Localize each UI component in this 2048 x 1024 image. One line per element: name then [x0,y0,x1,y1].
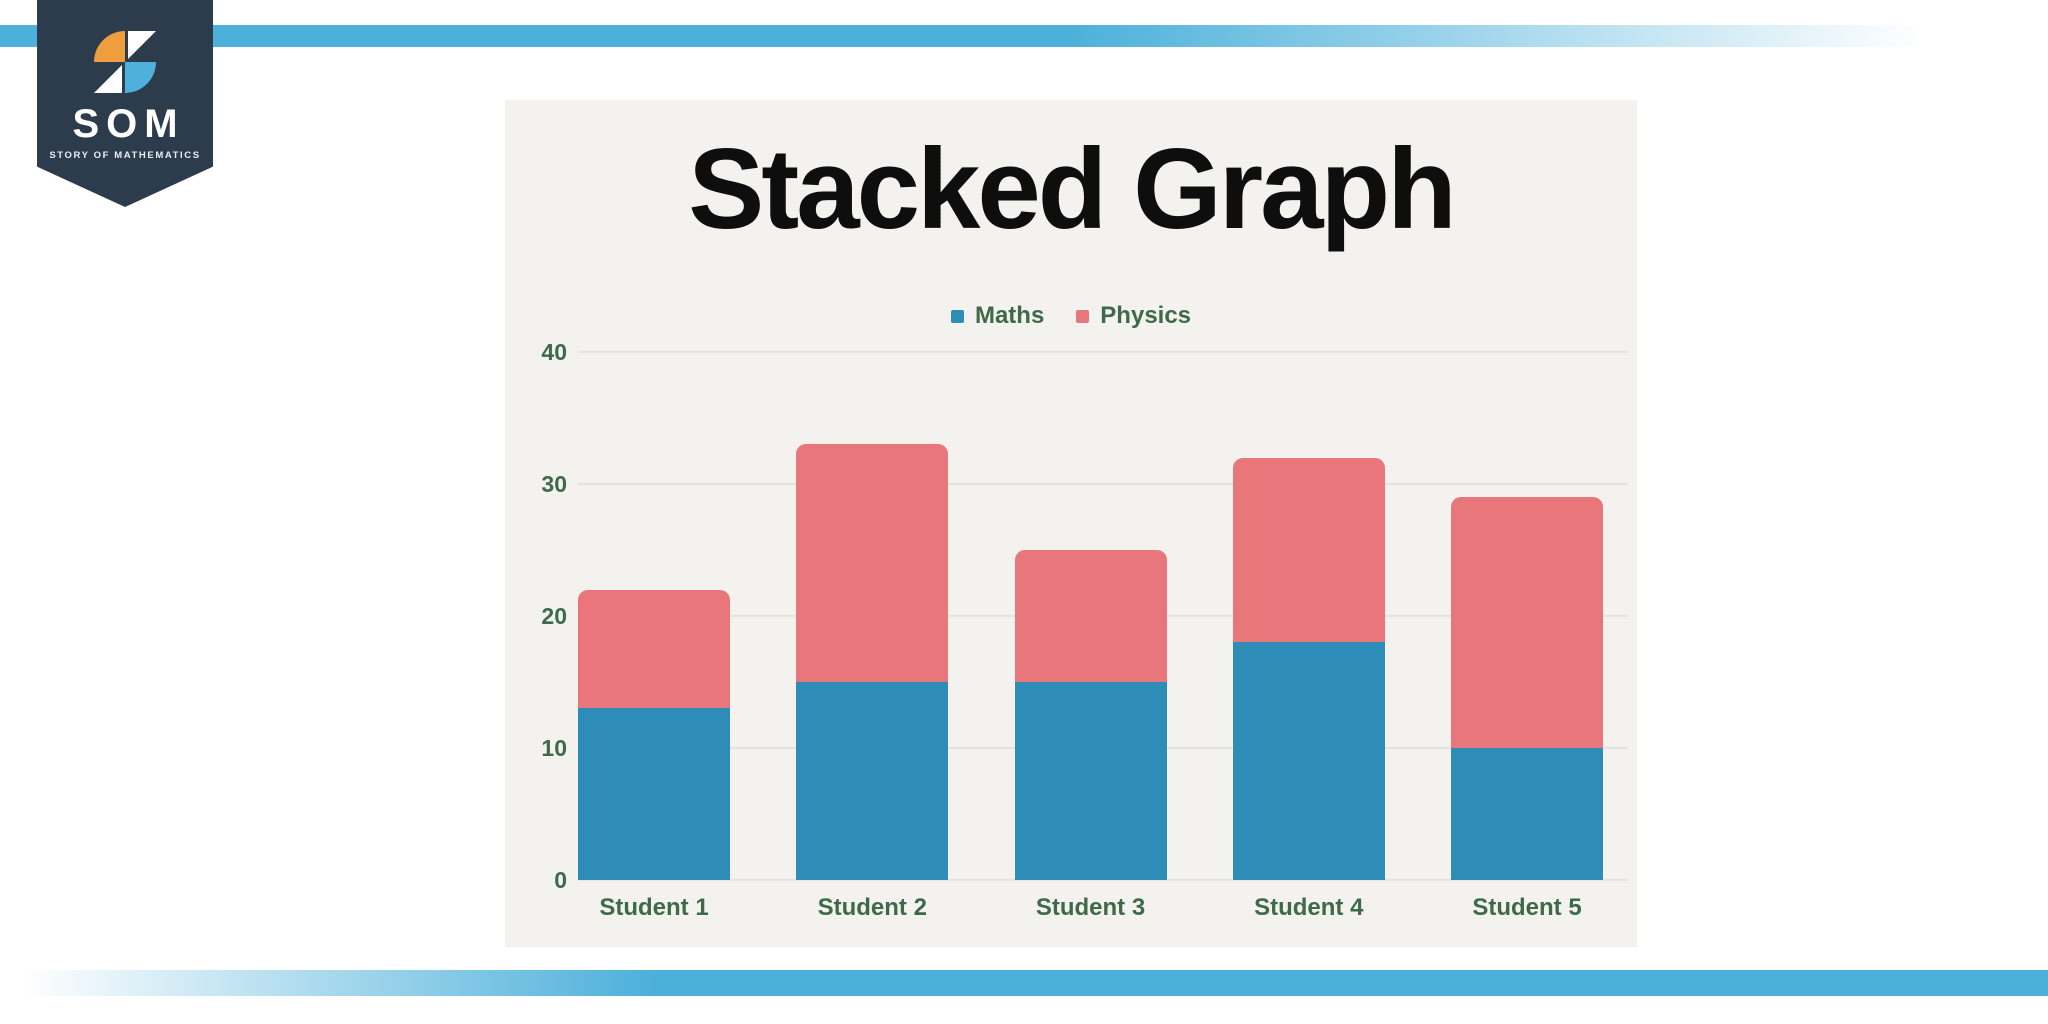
bar-segment-physics-4 [1232,457,1385,643]
chart-legend: Maths Physics [505,304,1637,328]
bar-segment-maths-3 [1014,682,1167,880]
top-stripe [0,25,2048,47]
y-tick-label: 20 [541,603,567,629]
bar-segment-physics-2 [796,444,949,682]
som-logo-banner: SOM STORY OF MATHEMATICS [37,0,213,207]
bar-segment-maths-5 [1451,748,1603,880]
y-tick-label: 0 [554,867,567,893]
som-pinwheel-icon [94,31,156,93]
legend-item-physics: Physics [1076,304,1191,328]
bar-segment-maths-2 [796,682,949,880]
chart-card: Stacked Graph Maths Physics 0 10 20 30 40 Stud… [505,100,1637,947]
legend-swatch-physics [1076,309,1090,323]
x-axis-label: Student 5 [1472,894,1582,921]
bar-segment-maths-1 [578,708,730,880]
som-logo-subtext: STORY OF MATHEMATICS [49,150,201,161]
gridline-y-0 [578,879,1628,881]
bar-segment-physics-5 [1451,497,1603,748]
bar-segment-physics-1 [578,589,730,709]
x-axis-label: Student 4 [1254,894,1364,921]
legend-label: Physics [1100,302,1192,329]
bar-segment-physics-3 [1014,550,1167,682]
x-axis-label: Student 3 [1035,894,1146,921]
legend-label: Maths [974,302,1045,329]
y-tick-label: 40 [541,339,567,365]
som-logo-text: SOM [72,102,185,146]
bottom-stripe [0,970,2048,996]
plot-area: 0 10 20 30 40 Student 1 Student 2 Student 3 Stud… [505,100,1637,947]
x-axis-label: Student 1 [599,894,709,921]
y-tick-label: 30 [541,471,567,497]
legend-swatch-maths [950,309,964,323]
x-axis-label: Student 2 [817,894,927,921]
bar-segment-maths-4 [1232,642,1385,880]
y-tick-label: 10 [541,735,567,761]
legend-item-maths: Maths [950,302,1045,329]
chart-title: Stacked Graph [688,126,1457,253]
gridline-y-30 [578,483,1628,485]
gridline-y-40 [578,351,1628,353]
